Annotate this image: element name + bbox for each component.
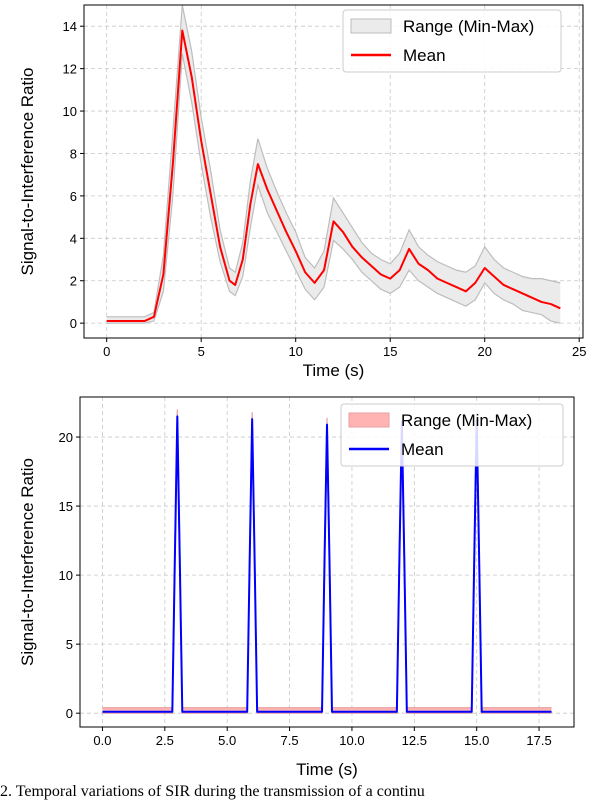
x-tick-label: 7.5 bbox=[281, 733, 299, 748]
top-axes-frame bbox=[83, 4, 584, 339]
x-tick-label: 0 bbox=[103, 344, 110, 359]
y-tick-label: 12 bbox=[63, 62, 77, 77]
top-legend-range-label: Range (Min-Max) bbox=[403, 17, 534, 36]
bottom-grid bbox=[80, 397, 574, 727]
x-tick-label: 15 bbox=[383, 344, 397, 359]
x-tick-label: 10.0 bbox=[339, 733, 364, 748]
bottom-legend: Range (Min-Max) Mean bbox=[340, 403, 564, 467]
bottom-legend-box bbox=[340, 403, 564, 467]
y-tick-label: 4 bbox=[70, 231, 77, 246]
y-tick-label: 20 bbox=[59, 430, 73, 445]
bottom-legend-range-swatch bbox=[348, 412, 390, 428]
top-x-ticks: 0 5 10 15 20 25 bbox=[103, 338, 586, 359]
top-legend-mean-label: Mean bbox=[403, 46, 446, 65]
x-tick-label: 10 bbox=[288, 344, 302, 359]
y-tick-label: 6 bbox=[70, 189, 77, 204]
y-tick-label: 0 bbox=[66, 706, 73, 721]
y-tick-label: 5 bbox=[66, 637, 73, 652]
top-legend-range-swatch bbox=[350, 18, 392, 34]
y-tick-label: 2 bbox=[70, 274, 77, 289]
bottom-mean-line bbox=[102, 415, 552, 713]
bottom-x-axis-label: Time (s) bbox=[296, 760, 358, 779]
y-tick-label: 8 bbox=[70, 146, 77, 161]
y-tick-label: 14 bbox=[63, 19, 77, 34]
bottom-panel: 0.0 2.5 5.0 7.5 10.0 12.5 15.0 17.5 0 5 10 15 20 Ti… bbox=[18, 396, 575, 779]
x-tick-label: 20 bbox=[477, 344, 491, 359]
top-legend: Range (Min-Max) Mean bbox=[342, 9, 562, 73]
y-tick-label: 15 bbox=[59, 499, 73, 514]
x-tick-label: 15.0 bbox=[464, 733, 489, 748]
bottom-axes-frame bbox=[79, 396, 575, 728]
x-tick-label: 0.0 bbox=[93, 733, 111, 748]
x-tick-label: 5.0 bbox=[218, 733, 236, 748]
x-tick-label: 5 bbox=[198, 344, 205, 359]
range-band-upper-edge bbox=[106, 4, 561, 318]
bottom-legend-range-label: Range (Min-Max) bbox=[401, 411, 532, 430]
y-tick-label: 10 bbox=[59, 568, 73, 583]
top-panel: 0 5 10 15 20 25 0 2 4 6 8 10 12 14 Time (s) Signal-t… bbox=[18, 4, 586, 380]
top-y-ticks: 0 2 4 6 8 10 12 14 bbox=[63, 19, 84, 331]
figure-caption: 2. Temporal variations of SIR during the… bbox=[0, 784, 425, 800]
x-tick-label: 2.5 bbox=[156, 733, 174, 748]
bottom-y-ticks: 0 5 10 15 20 bbox=[59, 430, 80, 721]
x-tick-label: 25 bbox=[572, 344, 586, 359]
x-tick-label: 17.5 bbox=[526, 733, 551, 748]
range-band-lower-edge bbox=[106, 53, 561, 324]
y-tick-label: 10 bbox=[63, 104, 77, 119]
top-x-axis-label: Time (s) bbox=[303, 361, 365, 380]
top-legend-box bbox=[342, 9, 562, 73]
bottom-x-ticks: 0.0 2.5 5.0 7.5 10.0 12.5 15.0 17.5 bbox=[93, 727, 552, 748]
bottom-legend-mean-label: Mean bbox=[401, 440, 444, 459]
y-tick-label: 0 bbox=[70, 316, 77, 331]
top-y-axis-label: Signal-to-Interference Ratio bbox=[18, 68, 37, 276]
x-tick-label: 12.5 bbox=[402, 733, 427, 748]
bottom-y-axis-label: Signal-to-Interference Ratio bbox=[18, 458, 37, 666]
top-mean-line bbox=[106, 29, 561, 323]
